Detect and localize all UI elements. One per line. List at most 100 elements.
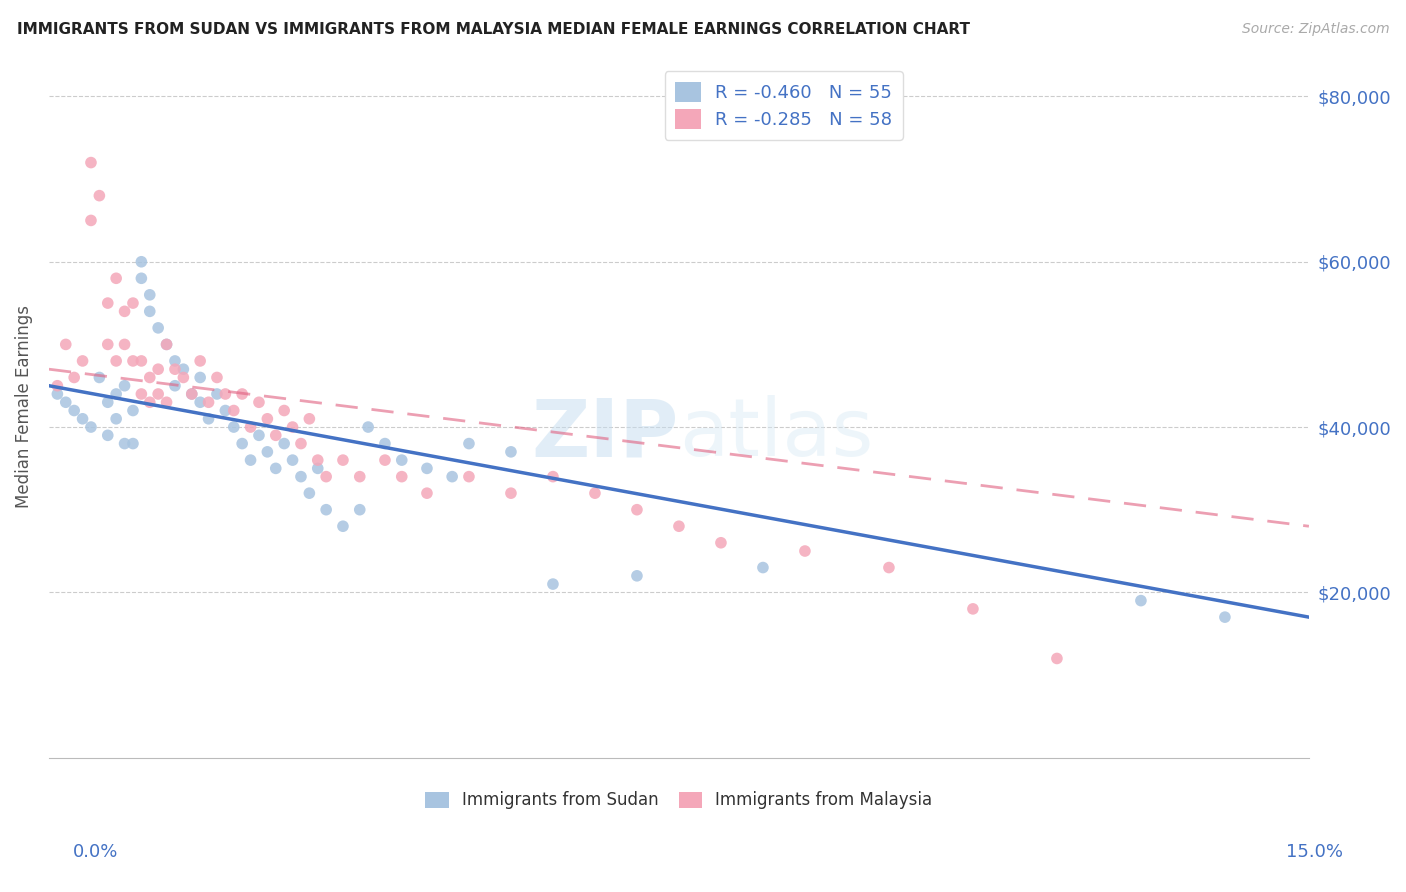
- Point: [122, 354, 145, 368]
- Point: [180, 387, 202, 401]
- Point: [281, 420, 304, 434]
- Point: [962, 602, 984, 616]
- Point: [122, 436, 145, 450]
- Point: [794, 544, 817, 558]
- Point: [163, 362, 186, 376]
- Y-axis label: Median Female Earnings: Median Female Earnings: [15, 305, 32, 508]
- Point: [155, 337, 177, 351]
- Point: [416, 486, 439, 500]
- Point: [205, 387, 228, 401]
- Point: [1129, 593, 1152, 607]
- Point: [416, 461, 439, 475]
- Point: [114, 436, 136, 450]
- Point: [374, 436, 396, 450]
- Point: [298, 411, 321, 425]
- Point: [710, 535, 733, 549]
- Point: [114, 304, 136, 318]
- Point: [256, 445, 278, 459]
- Text: 0.0%: 0.0%: [73, 843, 118, 861]
- Point: [197, 411, 219, 425]
- Point: [247, 428, 270, 442]
- Point: [131, 254, 153, 268]
- Point: [97, 296, 120, 310]
- Point: [214, 403, 236, 417]
- Point: [105, 271, 128, 285]
- Point: [541, 469, 564, 483]
- Text: ZIP: ZIP: [531, 395, 679, 474]
- Point: [122, 296, 145, 310]
- Point: [273, 403, 295, 417]
- Point: [357, 420, 380, 434]
- Point: [290, 469, 312, 483]
- Point: [139, 395, 162, 409]
- Point: [146, 387, 169, 401]
- Point: [374, 453, 396, 467]
- Point: [180, 387, 202, 401]
- Point: [80, 155, 103, 169]
- Point: [188, 370, 211, 384]
- Point: [256, 411, 278, 425]
- Point: [752, 560, 775, 574]
- Point: [139, 288, 162, 302]
- Point: [239, 453, 262, 467]
- Point: [146, 321, 169, 335]
- Point: [307, 453, 329, 467]
- Point: [97, 395, 120, 409]
- Text: IMMIGRANTS FROM SUDAN VS IMMIGRANTS FROM MALAYSIA MEDIAN FEMALE EARNINGS CORRELA: IMMIGRANTS FROM SUDAN VS IMMIGRANTS FROM…: [17, 22, 970, 37]
- Point: [668, 519, 690, 533]
- Text: atlas: atlas: [679, 395, 873, 474]
- Point: [273, 436, 295, 450]
- Point: [146, 362, 169, 376]
- Point: [458, 436, 481, 450]
- Point: [264, 428, 287, 442]
- Point: [1213, 610, 1236, 624]
- Point: [332, 453, 354, 467]
- Point: [231, 387, 253, 401]
- Point: [131, 354, 153, 368]
- Point: [441, 469, 464, 483]
- Text: Source: ZipAtlas.com: Source: ZipAtlas.com: [1241, 22, 1389, 37]
- Point: [163, 354, 186, 368]
- Point: [541, 577, 564, 591]
- Point: [458, 469, 481, 483]
- Point: [46, 387, 69, 401]
- Point: [197, 395, 219, 409]
- Point: [188, 354, 211, 368]
- Point: [205, 370, 228, 384]
- Point: [105, 411, 128, 425]
- Point: [155, 395, 177, 409]
- Point: [80, 420, 103, 434]
- Legend: Immigrants from Sudan, Immigrants from Malaysia: Immigrants from Sudan, Immigrants from M…: [419, 785, 939, 816]
- Point: [80, 213, 103, 227]
- Point: [214, 387, 236, 401]
- Point: [239, 420, 262, 434]
- Point: [188, 395, 211, 409]
- Point: [349, 502, 371, 516]
- Point: [163, 378, 186, 392]
- Point: [583, 486, 606, 500]
- Point: [307, 461, 329, 475]
- Point: [290, 436, 312, 450]
- Point: [114, 378, 136, 392]
- Point: [131, 271, 153, 285]
- Point: [281, 453, 304, 467]
- Point: [63, 370, 86, 384]
- Point: [139, 304, 162, 318]
- Text: 15.0%: 15.0%: [1286, 843, 1343, 861]
- Point: [222, 403, 245, 417]
- Point: [97, 428, 120, 442]
- Point: [332, 519, 354, 533]
- Point: [315, 502, 337, 516]
- Point: [231, 436, 253, 450]
- Point: [391, 453, 413, 467]
- Point: [499, 445, 522, 459]
- Point: [264, 461, 287, 475]
- Point: [172, 370, 194, 384]
- Point: [89, 370, 111, 384]
- Point: [55, 395, 77, 409]
- Point: [72, 411, 94, 425]
- Point: [97, 337, 120, 351]
- Point: [122, 403, 145, 417]
- Point: [139, 370, 162, 384]
- Point: [131, 387, 153, 401]
